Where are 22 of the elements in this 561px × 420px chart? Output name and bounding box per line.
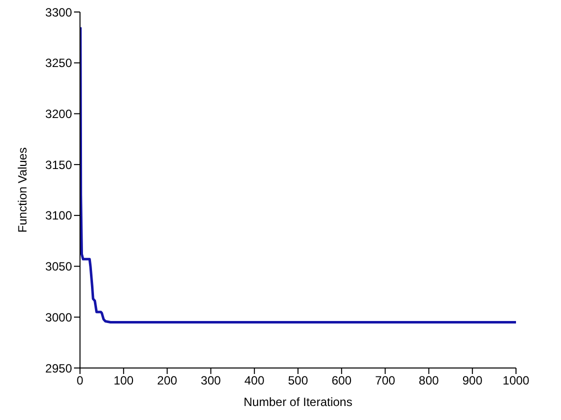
x-tick-label: 200 [157, 374, 178, 388]
x-tick-label: 1000 [502, 374, 530, 388]
x-tick-label: 600 [332, 374, 352, 388]
y-tick-label: 3100 [45, 208, 72, 223]
y-tick-label: 3250 [45, 56, 72, 70]
x-tick-label: 400 [244, 374, 265, 388]
y-tick-label: 3150 [45, 158, 72, 172]
y-axis-title: Function Values [15, 147, 30, 233]
y-tick-label: 2950 [45, 361, 72, 376]
x-axis-title: Number of Iterations [244, 395, 352, 409]
x-tick-label: 800 [418, 374, 440, 388]
y-tick-label: 3050 [45, 260, 72, 274]
line-series [80, 26, 516, 324]
x-tick-label: 900 [462, 374, 483, 388]
x-tick-label: 700 [375, 374, 396, 388]
x-tick-label: 100 [114, 374, 134, 388]
x-tick-label: 500 [288, 374, 308, 388]
x-tick-label: 0 [76, 374, 84, 388]
x-tick-label: 300 [200, 374, 222, 388]
y-tick-label: 3000 [45, 310, 72, 324]
y-tick-label: 3300 [45, 5, 72, 20]
y-tick-label: 3200 [45, 106, 72, 121]
